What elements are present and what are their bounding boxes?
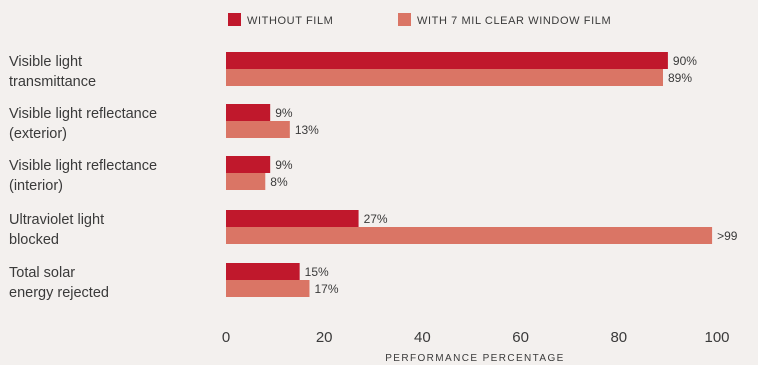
category-labels: Visible light transmittance Visible light … <box>9 54 157 301</box>
bars <box>226 52 713 297</box>
data-label-3-series-1: 9% <box>275 158 293 172</box>
legend-label-2: WITH 7 MIL CLEAR WINDOW FILM <box>417 15 611 27</box>
x-tick-40: 40 <box>414 329 431 346</box>
category-label-2-line-1: Visible light reflectance <box>9 106 157 122</box>
data-label-4-series-1: 27% <box>364 212 388 226</box>
category-label-2-line-2: (exterior) <box>9 126 67 142</box>
data-label-3-series-2: 8% <box>270 175 288 189</box>
bar-1-series-1 <box>226 52 668 69</box>
bar-5-series-1 <box>226 263 300 280</box>
x-tick-0: 0 <box>222 329 230 346</box>
legend: WITHOUT FILM WITH 7 MIL CLEAR WINDOW FILM <box>228 13 611 27</box>
x-tick-60: 60 <box>512 329 529 346</box>
bar-1-series-2 <box>226 69 663 86</box>
bar-4-series-2 <box>226 227 713 244</box>
data-label-1-series-1: 90% <box>673 54 697 68</box>
legend-swatch-1 <box>228 13 241 26</box>
data-label-2-series-2: 13% <box>295 123 319 137</box>
category-label-4-line-2: blocked <box>9 232 59 248</box>
category-label-3-line-2: (interior) <box>9 178 63 194</box>
legend-swatch-2 <box>398 13 411 26</box>
bar-2-series-1 <box>226 104 271 121</box>
x-axis-title: PERFORMANCE PERCENTAGE <box>385 353 565 364</box>
category-label-1-line-1: Visible light <box>9 54 82 70</box>
bar-4-series-1 <box>226 210 359 227</box>
data-label-5-series-2: 17% <box>314 282 338 296</box>
category-label-5-line-1: Total solar <box>9 265 75 281</box>
data-label-4-series-2: >99 <box>717 229 738 243</box>
data-label-1-series-2: 89% <box>668 71 692 85</box>
bar-2-series-2 <box>226 121 290 138</box>
data-label-2-series-1: 9% <box>275 106 293 120</box>
data-label-5-series-1: 15% <box>305 265 329 279</box>
category-label-4-line-1: Ultraviolet light <box>9 212 104 228</box>
x-tick-100: 100 <box>704 329 729 346</box>
bar-3-series-2 <box>226 173 266 190</box>
legend-label-1: WITHOUT FILM <box>247 15 333 27</box>
category-label-5-line-2: energy rejected <box>9 285 109 301</box>
category-label-3-line-1: Visible light reflectance <box>9 158 157 174</box>
x-tick-20: 20 <box>316 329 333 346</box>
bar-3-series-1 <box>226 156 271 173</box>
bar-5-series-2 <box>226 280 310 297</box>
x-axis-ticks: 0 20 40 60 80 100 <box>222 329 730 346</box>
category-label-1-line-2: transmittance <box>9 74 96 90</box>
x-tick-80: 80 <box>610 329 627 346</box>
